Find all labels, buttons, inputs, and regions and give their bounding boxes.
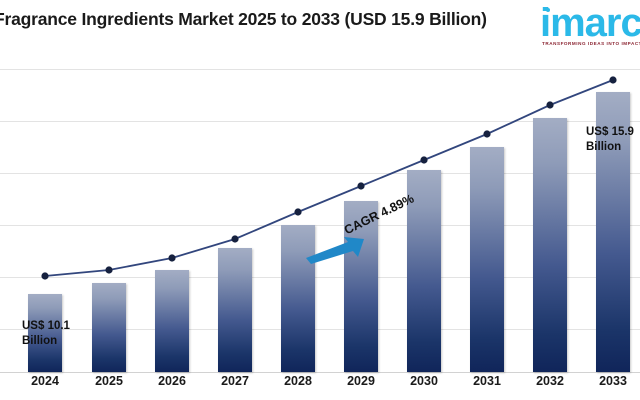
x-axis-line <box>0 372 640 373</box>
data-point-2031[interactable] <box>483 130 491 138</box>
data-point-2029[interactable] <box>357 182 365 190</box>
bar-2032[interactable] <box>533 118 567 372</box>
x-tick-2029: 2029 <box>347 374 375 388</box>
logo-tagline: TRANSFORMING IDEAS INTO IMPACT <box>542 41 640 46</box>
logo-dot-icon <box>546 8 550 12</box>
start-value-line1: US$ 10.1 <box>22 320 70 332</box>
page-title: Fragrance Ingredients Market 2025 to 203… <box>0 9 487 29</box>
x-tick-2031: 2031 <box>473 374 501 388</box>
x-tick-2027: 2027 <box>221 374 249 388</box>
x-axis: 2024 2025 2026 2027 2028 2029 2030 2031 2032 2033 <box>0 374 640 400</box>
x-tick-2032: 2032 <box>536 374 564 388</box>
gridline <box>0 329 640 330</box>
data-point-2033[interactable] <box>609 76 617 84</box>
end-value-line1: US$ 15.9 <box>586 126 634 138</box>
x-tick-2026: 2026 <box>158 374 186 388</box>
x-tick-2025: 2025 <box>95 374 123 388</box>
imarc-logo: imarc TRANSFORMING IDEAS INTO IMPACT <box>540 5 640 49</box>
bar-2031[interactable] <box>470 147 504 372</box>
data-point-2027[interactable] <box>231 235 239 243</box>
x-tick-2030: 2030 <box>410 374 438 388</box>
data-point-2032[interactable] <box>546 101 554 109</box>
data-point-2025[interactable] <box>105 266 113 274</box>
start-value-line2: Billion <box>22 334 58 347</box>
data-point-2030[interactable] <box>420 156 428 164</box>
cagr-arrow-icon <box>306 237 364 264</box>
plot-area: US$ 10.1 Billion US$ 15.9 Billion CAGR 4… <box>0 69 640 373</box>
bar-2027[interactable] <box>218 248 252 372</box>
end-value-callout: US$ 15.9 Billion <box>586 125 634 154</box>
bar-2024[interactable] <box>28 294 62 372</box>
bar-2026[interactable] <box>155 270 189 372</box>
data-point-2024[interactable] <box>41 272 49 280</box>
x-tick-2028: 2028 <box>284 374 312 388</box>
x-tick-2024: 2024 <box>31 374 59 388</box>
gridline <box>0 69 640 70</box>
data-point-2028[interactable] <box>294 208 302 216</box>
data-point-2026[interactable] <box>168 254 176 262</box>
start-value-callout: US$ 10.1 Billion <box>22 319 70 348</box>
end-value-line2: Billion <box>586 140 622 153</box>
gridline <box>0 277 640 278</box>
x-tick-2033: 2033 <box>599 374 627 388</box>
logo-wordmark: imarc <box>540 5 640 45</box>
bar-2025[interactable] <box>92 283 126 372</box>
